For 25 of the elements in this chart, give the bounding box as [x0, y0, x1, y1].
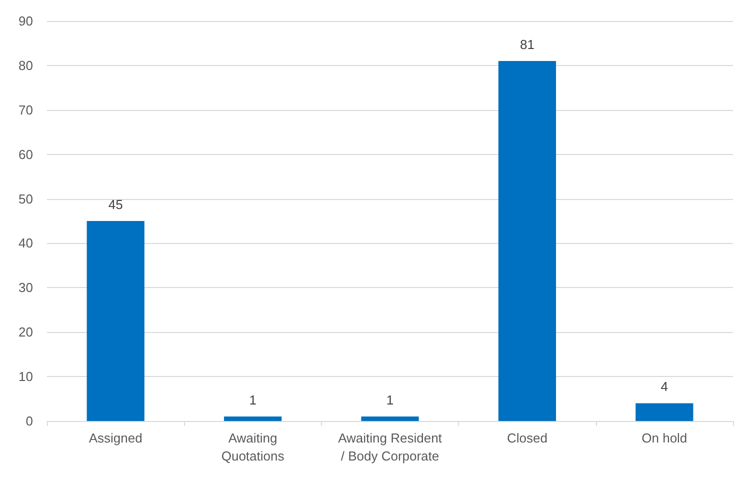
bar: [636, 403, 694, 421]
y-tick-label: 0: [26, 414, 33, 428]
x-tick-label: Awaiting Quotations: [221, 430, 285, 464]
bar: [361, 416, 419, 421]
y-tick-label: 30: [18, 280, 33, 296]
bar: [498, 61, 556, 421]
data-label: 1: [249, 392, 256, 408]
y-tick-label: 60: [18, 146, 33, 162]
y-tick-label: 80: [18, 58, 33, 73]
y-tick-label: 70: [18, 102, 33, 118]
bar: [224, 416, 282, 421]
x-tick-label: Assigned: [88, 430, 142, 446]
bar: [86, 221, 144, 421]
data-label: 45: [108, 197, 123, 212]
data-label: 4: [660, 379, 668, 394]
data-label: 81: [520, 37, 534, 52]
y-tick-label: 90: [18, 14, 33, 28]
y-tick-label: 40: [18, 236, 33, 251]
data-label: 1: [386, 392, 394, 408]
y-tick-label: 10: [18, 369, 33, 384]
x-tick-label: On hold: [642, 430, 688, 446]
y-tick-label: 20: [18, 324, 33, 340]
y-tick-label: 50: [18, 191, 33, 206]
x-tick-label: Closed: [506, 430, 548, 446]
x-tick-label: Awaiting Resident / Body Corporate: [338, 430, 442, 464]
